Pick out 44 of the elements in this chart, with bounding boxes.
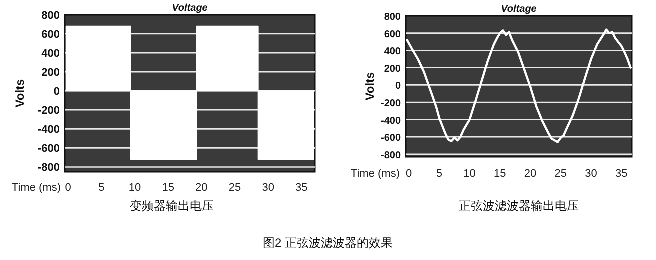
x-tick-label: 10 — [464, 168, 476, 180]
y-tick-label: 0 — [395, 81, 402, 92]
y-tick-label: 200 — [42, 67, 60, 80]
y-tick-label: 0 — [54, 86, 60, 98]
x-tick-label: 35 — [616, 168, 628, 180]
y-tick-label: -400 — [380, 116, 402, 127]
x-tick-label: 20 — [196, 182, 208, 194]
y-tick-label: -800 — [380, 150, 402, 162]
x-tick-label: 30 — [262, 182, 274, 194]
y-tick-label: 800 — [42, 10, 60, 22]
caption: 图2 正弦波滤波器的效果 — [262, 236, 394, 250]
y-tick-label: 400 — [384, 46, 402, 58]
y-tick-label: 600 — [42, 29, 60, 42]
y-tick-label: -800 — [38, 162, 60, 174]
y-tick-label: 200 — [384, 64, 402, 75]
y-tick-label: 400 — [42, 48, 60, 60]
x-tick-label: 20 — [524, 168, 537, 180]
x-tick-label: 30 — [585, 168, 598, 180]
y-tick-label: 600 — [384, 29, 402, 40]
x-axis-title: Time (ms) — [12, 182, 61, 194]
line-series — [406, 28, 632, 144]
x-tick-label: 15 — [494, 168, 506, 180]
x-axis-title: Time (ms) — [350, 168, 400, 180]
x-tick-label: 5 — [98, 182, 105, 194]
text: 正弦波滤波器输出电压 — [459, 199, 579, 213]
x-tick-label: 15 — [162, 182, 174, 194]
y-axis-title: Volts — [363, 72, 377, 101]
x-tick-label: 25 — [228, 182, 242, 194]
chart-title: Voltage — [501, 4, 538, 15]
y-tick-label: -600 — [38, 143, 60, 156]
x-tick-label: 0 — [65, 182, 72, 194]
y-tick-label: 800 — [384, 12, 402, 23]
text: 变频器输出电压 — [130, 199, 214, 213]
x-tick-label: 10 — [128, 182, 142, 194]
y-tick-label: -400 — [38, 124, 60, 136]
x-tick-label: 35 — [296, 182, 308, 194]
x-tick-label: 25 — [554, 168, 568, 180]
y-tick-label: -200 — [380, 98, 402, 110]
chart-title: Voltage — [172, 3, 208, 14]
x-tick-label: 0 — [406, 168, 412, 180]
x-tick-label: 5 — [436, 168, 442, 180]
y-tick-label: -600 — [380, 133, 402, 144]
y-tick-label: -200 — [38, 105, 60, 118]
y-axis-title: Volts — [13, 78, 27, 108]
